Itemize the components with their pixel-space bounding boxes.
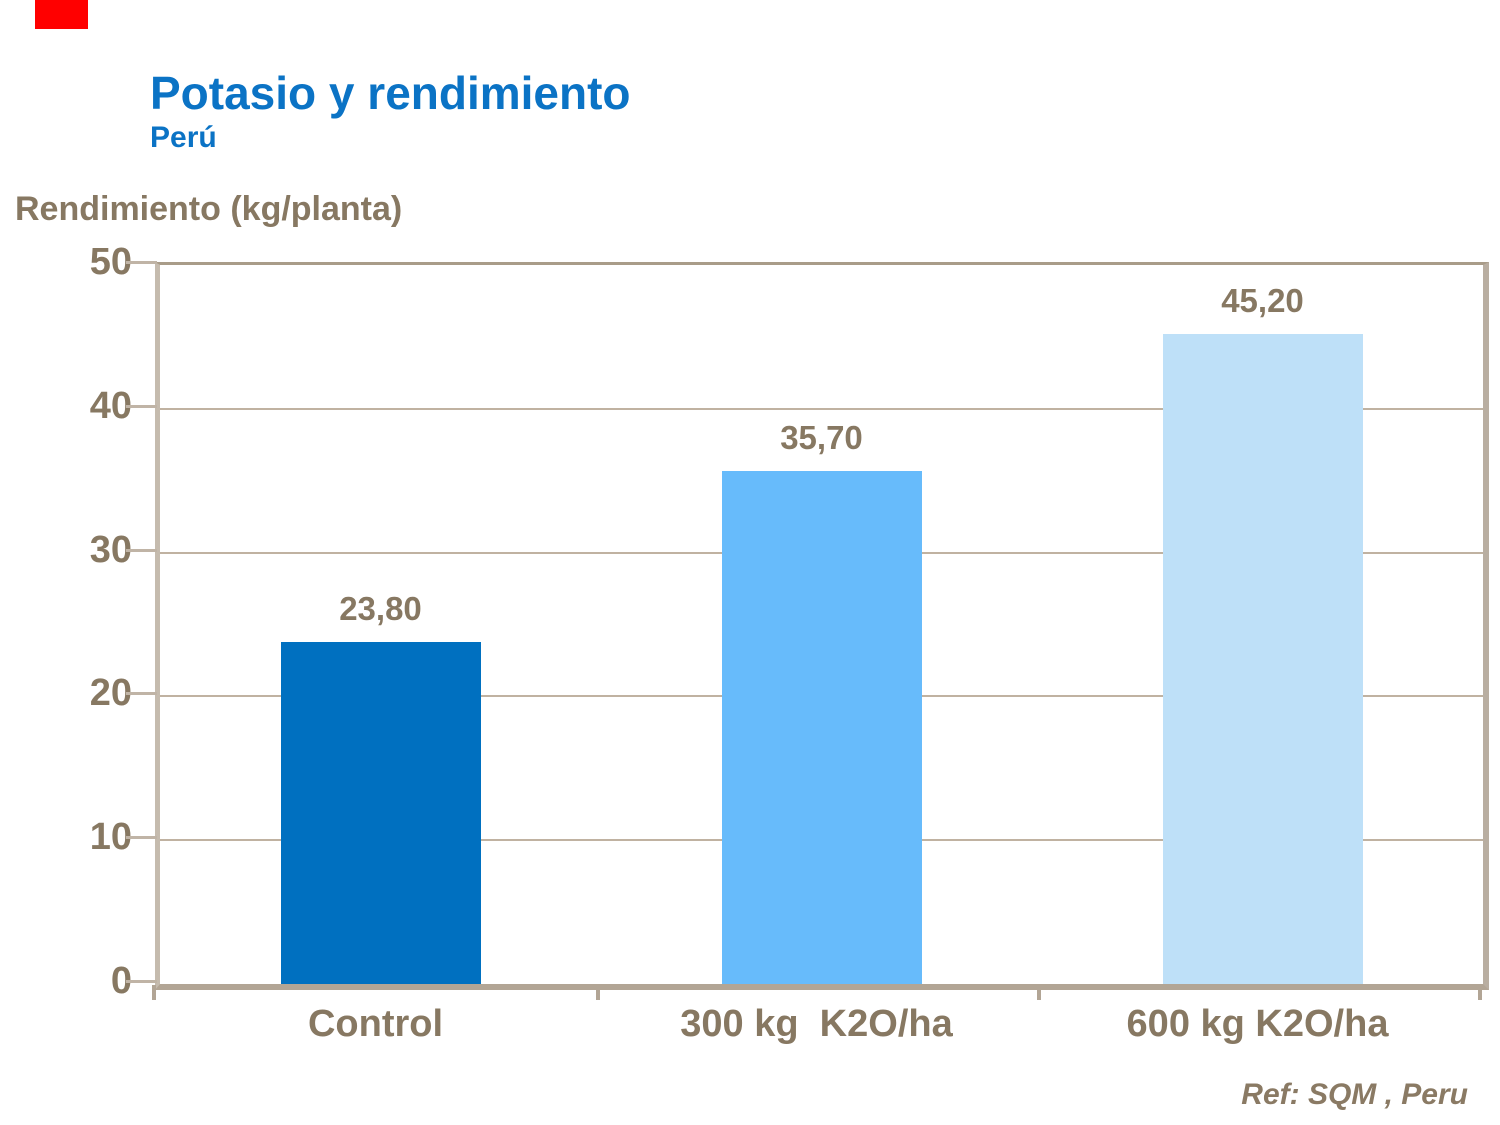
y-tick-label: 20 [89, 672, 132, 715]
bar-value-label: 35,70 [780, 419, 863, 456]
x-tick-mark [596, 985, 600, 1000]
x-tick-mark [1037, 985, 1041, 1000]
y-tick-mark [126, 980, 157, 983]
y-tick-mark [126, 548, 157, 552]
red-accent-bar [35, 0, 88, 29]
bar-value-label: 45,20 [1221, 282, 1304, 319]
x-category-label: 600 kg K2O/ha [1126, 1003, 1389, 1045]
x-category-label: 300 kg K2O/ha [680, 1003, 953, 1045]
chart-subtitle: Perú [150, 121, 217, 154]
bar [281, 642, 481, 984]
y-tick-mark [126, 836, 157, 840]
gridline [160, 407, 1483, 410]
x-tick-mark [152, 985, 156, 1000]
reference-text: Ref: SQM , Peru [1241, 1078, 1468, 1111]
bar [1163, 334, 1363, 984]
x-category-label: Control [307, 1003, 444, 1045]
y-tick-mark [126, 404, 157, 408]
y-tick-mark [126, 692, 157, 696]
plot-area: 23,80 35,70 45,20 [155, 262, 1489, 990]
y-tick-label: 0 [110, 960, 132, 1002]
bar-value-label: 23,80 [339, 590, 422, 627]
y-tick-label: 40 [89, 384, 132, 427]
y-axis-title: Rendimiento (kg/planta) [15, 190, 403, 228]
chart-title: Potasio y rendimiento [150, 67, 631, 119]
x-tick-mark [1478, 985, 1482, 1000]
bar [722, 471, 922, 984]
y-tick-label: 30 [89, 528, 132, 571]
y-tick-label: 50 [89, 241, 132, 283]
y-tick-mark [126, 261, 157, 264]
y-tick-label: 10 [89, 816, 132, 859]
